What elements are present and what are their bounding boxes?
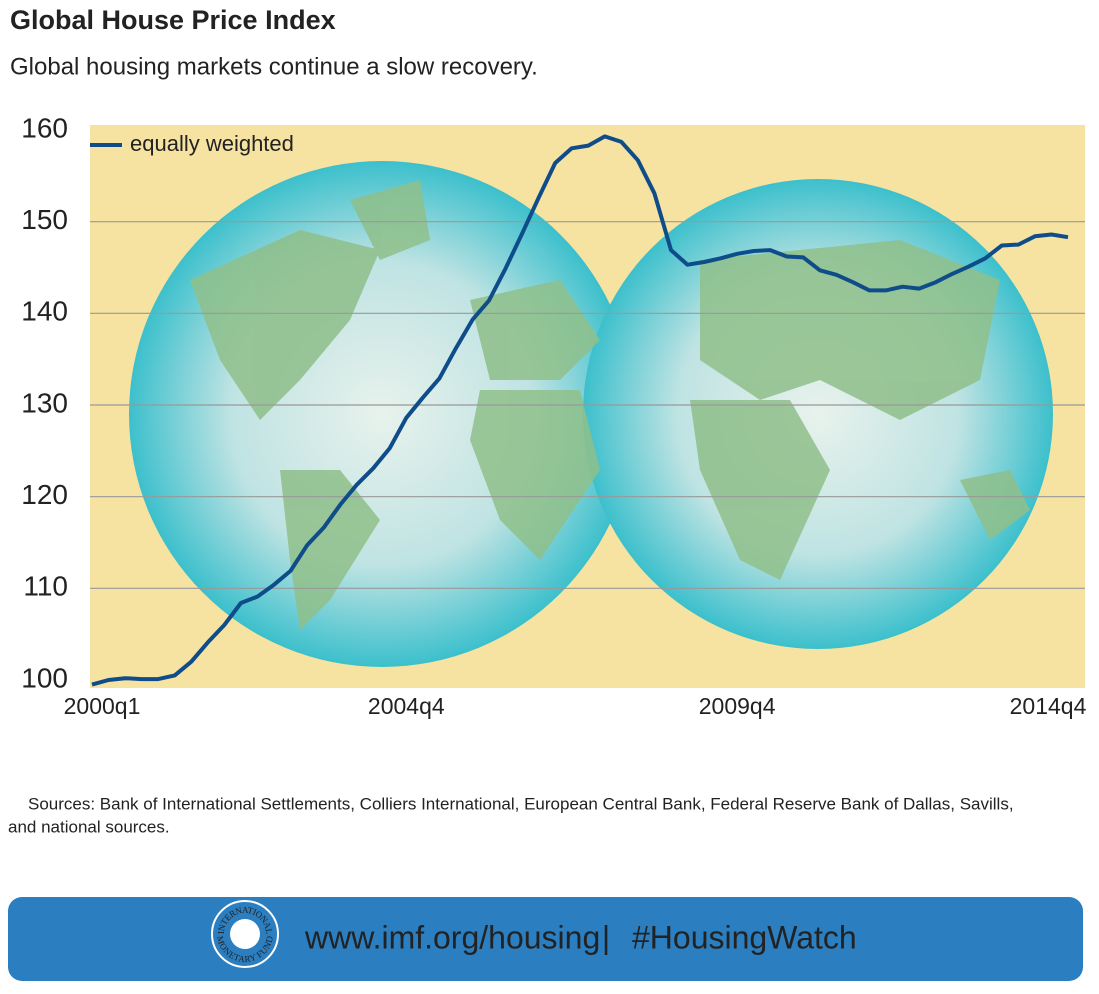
chart-title: Global House Price Index [10,5,336,35]
logo [211,900,279,968]
legend-label: equally weighted [130,131,294,156]
y-tick-label: 110 [23,571,68,602]
series-line [91,134,1069,687]
y-tick-label: 150 [21,204,68,235]
y-tick-label: 100 [21,662,68,693]
sources: Sources: Bank of International Settlemen… [28,794,1014,813]
footer-hashtag[interactable]: #HousingWatch [632,919,857,955]
sources: and national sources. [8,817,170,836]
footer-url[interactable]: www.imf.org/housing [304,919,600,955]
y-tick-label: 140 [21,296,68,327]
footer-bar [8,897,1083,981]
y-tick-label: 120 [21,479,68,510]
y-tick-label: 130 [21,387,68,418]
chart-subtitle: Global housing markets continue a slow r… [10,53,538,80]
x-tick-label: 2014q4 [1010,693,1087,719]
footer-separator: | [602,919,610,955]
logo [230,919,260,949]
x-tick-label: 2004q4 [368,693,445,719]
x-tick-label: 2009q4 [699,693,776,719]
y-tick-label: 160 [21,112,68,143]
x-tick-label: 2000q1 [64,693,141,719]
